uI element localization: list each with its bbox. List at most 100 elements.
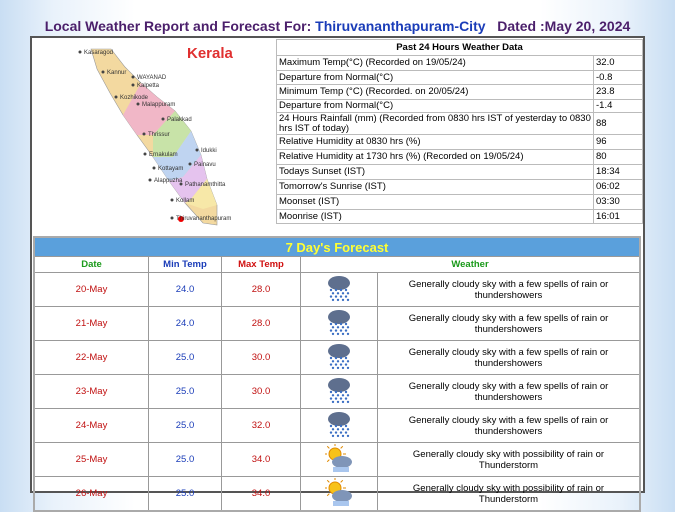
header: Local Weather Report and Forecast For: T…: [0, 18, 675, 34]
data-row: Relative Humidity at 0830 hrs (%) 96: [276, 134, 643, 150]
data-row: Moonrise (IST) 16:01: [276, 209, 643, 224]
raindrop: [334, 288, 338, 292]
raindrop: [336, 428, 340, 431]
raindrop: [341, 366, 345, 370]
raindrop: [346, 400, 350, 404]
raindrop: [336, 326, 340, 329]
raindrop: [339, 322, 343, 326]
weather: Generally cloudy sky with a few spells o…: [377, 306, 641, 341]
map-dot: [195, 148, 199, 152]
map-title: Kerala: [187, 45, 234, 62]
map-dot: [152, 166, 156, 170]
min-temp: 25.0: [148, 442, 222, 477]
raindrop: [346, 366, 350, 370]
map-label: Kasaragod: [84, 50, 113, 56]
parameter: Departure from Normal(°C): [276, 99, 594, 113]
cloud: [328, 344, 350, 358]
cloud: [332, 490, 352, 502]
value: -1.4: [593, 99, 643, 113]
data-row: Moonset (IST) 03:30: [276, 194, 643, 210]
weather-icon: [328, 378, 350, 404]
raindrop: [341, 298, 345, 302]
min-temp: 25.0: [148, 340, 222, 375]
icon-cell: [300, 340, 378, 375]
raindrop: [341, 292, 345, 295]
raindrop: [344, 390, 348, 394]
map-dot: [78, 50, 82, 54]
data-row: Maximum Temp(°C) (Recorded on 19/05/24) 3…: [276, 55, 643, 71]
raindrop: [329, 356, 333, 360]
parameter: Moonset (IST): [276, 194, 594, 210]
map-label: Thrissur: [148, 132, 170, 138]
max-temp: 34.0: [221, 442, 301, 477]
map-dot: [131, 83, 135, 87]
raindrop: [329, 397, 333, 400]
table-title: Past 24 Hours Weather Data: [276, 39, 643, 56]
value: 16:01: [593, 209, 643, 224]
value: 32.0: [593, 55, 643, 71]
raindrop: [336, 298, 340, 302]
raindrop: [334, 431, 338, 434]
value: 18:34: [593, 164, 643, 180]
raindrop: [334, 424, 338, 428]
map-dot: [142, 132, 146, 136]
icon-cell: [300, 476, 378, 512]
map-dot: [101, 70, 105, 74]
sun-ray: [326, 479, 330, 483]
max-temp: 34.0: [221, 476, 301, 512]
date: 21-May: [33, 306, 149, 341]
max-temp: 32.0: [221, 408, 301, 443]
parameter: Relative Humidity at 1730 hrs (%) (Recor…: [276, 149, 594, 165]
map-dot: [148, 178, 152, 182]
data-row: Departure from Normal(°C) -1.4: [276, 99, 643, 113]
date: 20-May: [33, 272, 149, 307]
map-label: Palakkad: [167, 117, 192, 123]
map-label: Thiruvananthapuram: [176, 216, 231, 222]
raindrop: [331, 360, 335, 363]
map-dot: [143, 152, 147, 156]
sun-ray: [326, 445, 330, 449]
report-date: Dated :May 20, 2024: [497, 18, 631, 34]
kerala-map: Kerala Kasaragod Kannur WAYANAD Kalpetta Koz…: [78, 45, 234, 226]
raindrop: [341, 394, 345, 397]
raindrop: [346, 326, 350, 329]
map-label: Kottayam: [158, 166, 183, 172]
raindrop: [341, 332, 345, 336]
map-label: Painavu: [194, 162, 216, 168]
data-row: Todays Sunset (IST) 18:34: [276, 164, 643, 180]
min-temp: 24.0: [148, 306, 222, 341]
raindrop: [339, 288, 343, 292]
forecast-header-row: Date Min Temp Max Temp Weather: [33, 256, 641, 273]
raindrop: [336, 292, 340, 295]
weather-icon: [328, 412, 350, 438]
map-label: Kozhikode: [120, 95, 149, 101]
map-dot: [170, 216, 174, 220]
min-temp: 25.0: [148, 374, 222, 409]
map-label: Idukki: [201, 148, 217, 154]
parameter: Departure from Normal(°C): [276, 70, 594, 85]
map-dot: [179, 182, 183, 186]
icon-cell: [300, 408, 378, 443]
map-dot: [136, 102, 140, 106]
cloud: [332, 456, 352, 468]
raindrop: [329, 295, 333, 298]
raindrop: [331, 298, 335, 302]
icon-cell: [300, 442, 378, 477]
weather: Generally cloudy sky with a few spells o…: [377, 272, 641, 307]
raindrop: [344, 397, 348, 400]
raindrop: [344, 431, 348, 434]
report-box: Kerala Kasaragod Kannur WAYANAD Kalpetta Koz…: [30, 36, 645, 512]
column-header: Date: [33, 256, 149, 273]
sun-ray: [340, 445, 344, 449]
raindrop: [339, 424, 343, 428]
raindrop: [344, 356, 348, 360]
parameter: 24 Hours Rainfall (mm) (Recorded from 08…: [276, 112, 594, 135]
raindrop: [331, 394, 335, 397]
raindrop: [331, 366, 335, 370]
parameter: Moonrise (IST): [276, 209, 594, 224]
data-row: Tomorrow's Sunrise (IST) 06:02: [276, 179, 643, 195]
raindrop: [341, 400, 345, 404]
raindrop: [346, 332, 350, 336]
date: 22-May: [33, 340, 149, 375]
